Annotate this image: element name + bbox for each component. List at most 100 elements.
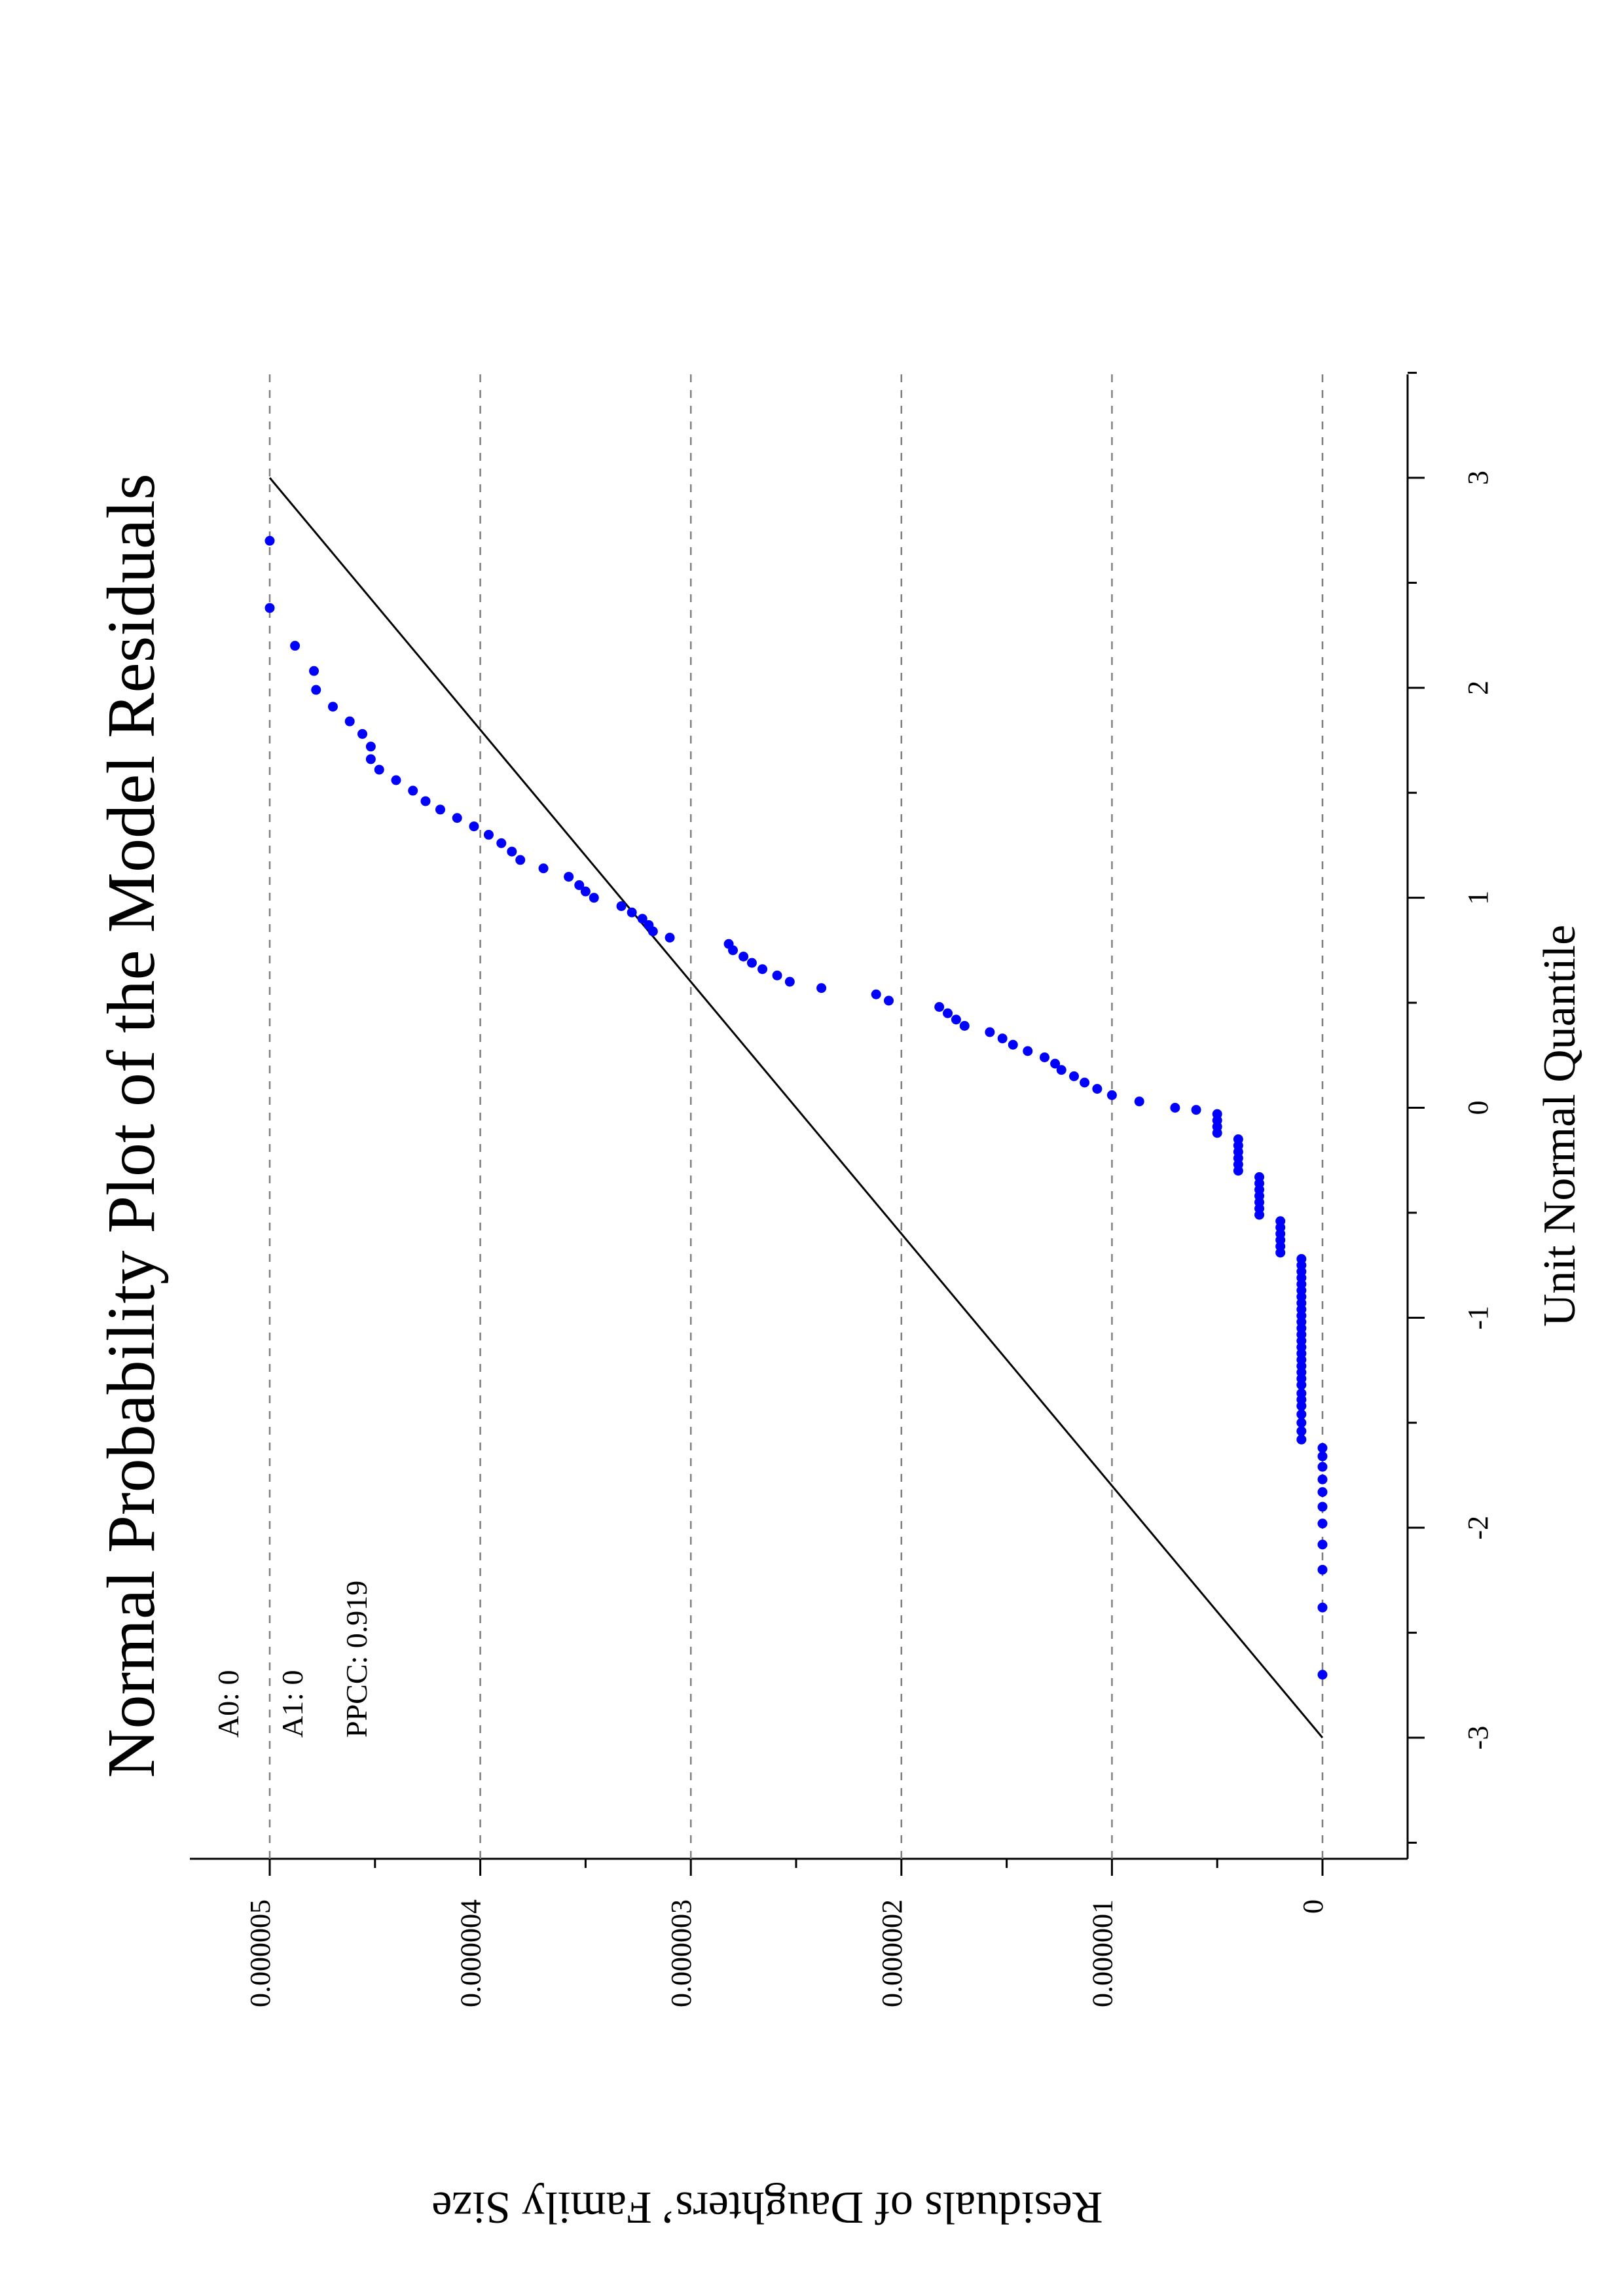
data-point bbox=[985, 1027, 995, 1037]
annotation-a0: A0: 0 bbox=[211, 1670, 245, 1738]
data-point bbox=[997, 1033, 1008, 1044]
data-point bbox=[1317, 1670, 1328, 1680]
data-point bbox=[580, 886, 591, 897]
reference-line bbox=[268, 477, 1324, 1738]
data-point bbox=[1317, 1501, 1328, 1512]
x-tick-label: 3 bbox=[1462, 471, 1494, 485]
data-point bbox=[1317, 1518, 1328, 1529]
data-point bbox=[496, 838, 507, 848]
data-point bbox=[1008, 1039, 1018, 1050]
x-tick-label: -1 bbox=[1462, 1306, 1494, 1330]
y-axis-label: Residuals of Daughters’ Family Size bbox=[431, 2182, 1103, 2233]
x-tick-label: -3 bbox=[1462, 1726, 1494, 1750]
annotation-ppcc: PPCC: 0.919 bbox=[340, 1581, 373, 1738]
data-point bbox=[391, 775, 401, 785]
data-point bbox=[290, 641, 301, 651]
data-point bbox=[1050, 1058, 1061, 1069]
data-point bbox=[574, 880, 585, 890]
y-tick-label: 0.000003 bbox=[665, 1899, 697, 2007]
axes: -3 -2 -1 0 1 2 3 0 0.000001 0.000002 0.000003 0.000… bbox=[190, 372, 1494, 2007]
data-point bbox=[1296, 1388, 1307, 1399]
data-point bbox=[1317, 1564, 1328, 1575]
data-point bbox=[357, 728, 368, 739]
data-point bbox=[452, 813, 462, 823]
data-point bbox=[739, 952, 749, 961]
data-point bbox=[420, 796, 431, 806]
data-point bbox=[1317, 1487, 1328, 1498]
y-tick-label: 0.000004 bbox=[455, 1899, 487, 2007]
data-point bbox=[589, 893, 599, 903]
data-point bbox=[1233, 1134, 1243, 1145]
data-point bbox=[665, 933, 675, 943]
data-point bbox=[1056, 1065, 1067, 1075]
x-axis-label: Unit Normal Quantile bbox=[1535, 925, 1585, 1327]
annotation-a1: A1: 0 bbox=[276, 1670, 309, 1738]
data-point bbox=[327, 702, 338, 712]
data-point bbox=[1170, 1103, 1180, 1113]
data-point bbox=[959, 1020, 970, 1031]
data-point bbox=[1317, 1462, 1328, 1472]
data-point bbox=[507, 846, 517, 857]
data-point bbox=[627, 907, 637, 918]
data-point bbox=[564, 872, 574, 882]
data-point bbox=[264, 603, 275, 613]
data-point bbox=[1191, 1105, 1201, 1115]
data-point bbox=[1317, 1539, 1328, 1550]
x-tick-label: -2 bbox=[1462, 1516, 1494, 1540]
data-point bbox=[311, 685, 321, 695]
data-point bbox=[1134, 1096, 1144, 1107]
x-tick-label: 0 bbox=[1462, 1101, 1494, 1115]
data-point bbox=[1296, 1254, 1307, 1264]
data-point bbox=[538, 863, 549, 874]
data-point bbox=[1092, 1084, 1103, 1094]
data-point bbox=[365, 742, 376, 752]
y-tick-label: 0.000001 bbox=[1086, 1899, 1118, 2007]
data-point bbox=[435, 804, 445, 815]
gridlines bbox=[268, 374, 1324, 1859]
data-point bbox=[1039, 1052, 1049, 1062]
data-point bbox=[515, 855, 526, 865]
data-point bbox=[757, 964, 768, 975]
data-point bbox=[1296, 1418, 1307, 1428]
data-point bbox=[616, 901, 627, 911]
data-point bbox=[1317, 1602, 1328, 1613]
data-point bbox=[1275, 1216, 1286, 1227]
data-point bbox=[784, 977, 795, 987]
data-point bbox=[723, 939, 734, 949]
data-point bbox=[772, 970, 782, 980]
data-point bbox=[365, 754, 376, 764]
data-point bbox=[637, 914, 647, 924]
y-tick-label: 0.000005 bbox=[244, 1899, 276, 2007]
x-tick-label: 2 bbox=[1462, 681, 1494, 695]
data-point bbox=[408, 785, 418, 796]
data-points bbox=[264, 535, 1328, 1680]
data-point bbox=[1317, 1451, 1328, 1462]
data-point bbox=[1296, 1426, 1307, 1437]
data-point bbox=[1317, 1474, 1328, 1484]
data-point bbox=[943, 1008, 953, 1018]
data-point bbox=[264, 535, 275, 546]
data-point bbox=[1080, 1077, 1090, 1088]
data-point bbox=[344, 716, 355, 726]
data-point bbox=[884, 996, 894, 1006]
reference-line-group bbox=[268, 477, 1324, 1738]
data-point bbox=[1069, 1071, 1080, 1081]
data-point bbox=[1212, 1109, 1222, 1119]
data-point bbox=[483, 829, 494, 840]
y-tick-label: 0 bbox=[1297, 1899, 1329, 1914]
x-tick-label: 1 bbox=[1462, 891, 1494, 905]
data-point bbox=[469, 821, 479, 832]
data-point bbox=[374, 764, 384, 775]
data-point bbox=[1106, 1090, 1117, 1100]
data-point bbox=[934, 1002, 945, 1012]
y-tick-label: 0.000002 bbox=[876, 1899, 908, 2007]
data-point bbox=[871, 989, 881, 999]
data-point bbox=[816, 983, 827, 994]
data-point bbox=[1296, 1434, 1307, 1444]
chart-title: Normal Probability Plot of the Model Res… bbox=[94, 473, 169, 1778]
data-point bbox=[951, 1014, 961, 1025]
data-point bbox=[1254, 1172, 1265, 1182]
data-point bbox=[1023, 1046, 1033, 1056]
data-point bbox=[1296, 1409, 1307, 1420]
